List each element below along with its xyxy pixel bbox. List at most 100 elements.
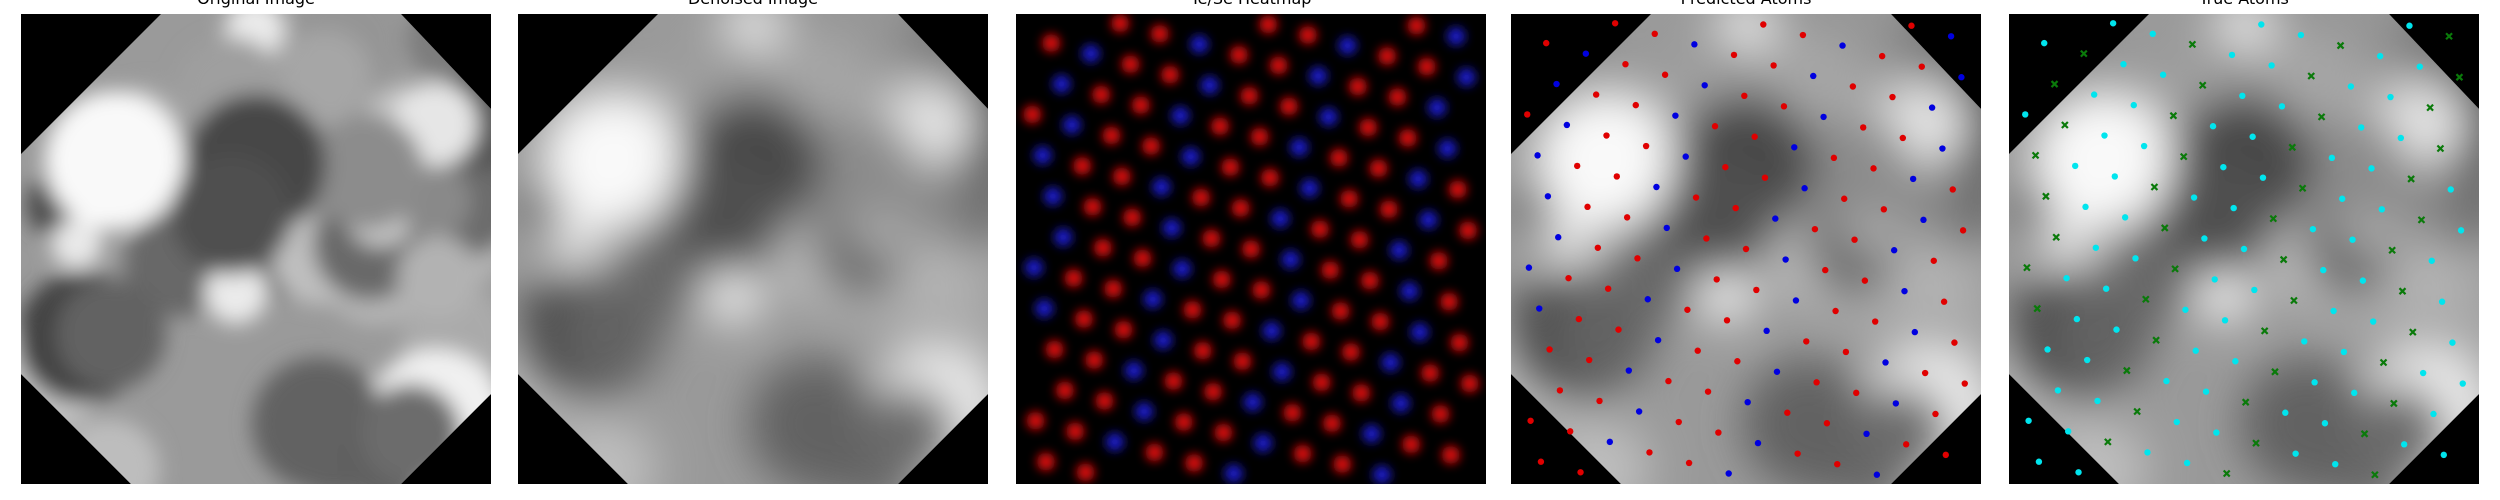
atom-dot — [2438, 298, 2446, 305]
atom-dot — [1822, 266, 1829, 274]
heat-spot — [1340, 189, 1359, 208]
atom-dot — [1870, 165, 1877, 172]
atom-dot — [1646, 449, 1653, 456]
heat-spot — [1093, 238, 1112, 257]
atom-dot — [1611, 20, 1619, 27]
atom-cross — [2052, 233, 2060, 242]
heat-spot — [1391, 394, 1410, 413]
atom-dot — [1604, 285, 1612, 292]
atom-dot — [1942, 451, 1949, 459]
atom-dot — [2065, 428, 2072, 435]
atom-dot — [1823, 420, 1831, 427]
heat-spot — [1329, 148, 1348, 167]
blob — [1798, 113, 1915, 230]
atom-dot — [2063, 274, 2070, 282]
heat-spot — [1223, 311, 1242, 330]
blob — [276, 30, 372, 126]
atom-dot — [2090, 91, 2098, 98]
atom-dot — [2449, 339, 2456, 346]
atom-dot — [1803, 338, 1810, 345]
atom-cross — [2150, 183, 2159, 191]
atom-cross — [2455, 73, 2464, 81]
heat-spot — [1352, 383, 1371, 402]
heat-spot — [1211, 117, 1230, 136]
atom-dot — [1730, 51, 1738, 59]
blob — [2385, 235, 2467, 318]
atom-dot — [1634, 255, 1641, 262]
panel-title: Te/Se Heatmap — [1190, 0, 1312, 8]
heat-spot — [1081, 44, 1100, 63]
atom-dot — [1682, 153, 1689, 160]
heat-spot — [1302, 332, 1321, 351]
atom-dot — [2109, 20, 2117, 27]
atom-dot — [1644, 296, 1651, 303]
atom-dot — [1654, 336, 1662, 344]
heat-spot — [1064, 269, 1083, 288]
atom-dot — [1780, 103, 1788, 110]
panel — [21, 14, 491, 484]
heat-spot — [1145, 443, 1164, 462]
atom-dot — [1525, 264, 1533, 271]
heat-spot — [1388, 88, 1407, 107]
atom-cross — [2307, 72, 2316, 80]
blob — [204, 261, 268, 324]
heat-spot — [1250, 127, 1269, 146]
atom-dot — [2328, 154, 2336, 162]
atom-cross — [2317, 113, 2326, 121]
heat-spot — [1429, 251, 1448, 270]
heat-spot — [1152, 177, 1171, 196]
atom-dot — [2278, 103, 2286, 110]
heat-spot — [1410, 323, 1429, 342]
atom-dot — [2120, 60, 2127, 68]
atom-dot — [1606, 438, 1614, 446]
heat-spot — [1024, 258, 1043, 277]
texture — [518, 14, 988, 484]
atom-dot — [1921, 369, 1929, 377]
atom-cross — [2388, 246, 2396, 255]
atom-cross — [2042, 192, 2050, 201]
atom-dot — [1732, 204, 1739, 212]
atom-dot — [2292, 450, 2299, 457]
atom-dot — [1573, 162, 1581, 170]
heat-spot — [1240, 86, 1259, 105]
atom-dot — [1899, 134, 1907, 142]
atom-dot — [1543, 39, 1550, 47]
heat-spot — [1441, 445, 1460, 464]
atom-dot — [2202, 388, 2210, 395]
heat-spot — [1181, 147, 1200, 166]
atom-dot — [2101, 132, 2108, 139]
atom-dot — [1901, 287, 1908, 295]
heat-spot — [1269, 56, 1288, 75]
atom-dot — [1722, 163, 1729, 171]
atom-dot — [1563, 121, 1571, 129]
atom-dot — [1932, 410, 1939, 418]
heat-spot — [1212, 270, 1231, 289]
atom-dot — [1635, 408, 1643, 415]
heat-spot — [1341, 342, 1360, 361]
heat-spot — [1231, 199, 1250, 218]
heat-spot — [1066, 422, 1085, 441]
blob — [1661, 154, 1781, 274]
blob — [542, 91, 681, 230]
atom-dot — [2416, 63, 2423, 70]
heat-spot — [1105, 432, 1124, 451]
panel-title: Original Image — [197, 0, 315, 8]
atom-dot — [1642, 142, 1650, 150]
atom-cross — [2198, 81, 2207, 90]
atom-cross — [2279, 255, 2288, 264]
atom-cross — [2269, 214, 2278, 223]
blob — [1535, 91, 1674, 230]
atom-dot — [1832, 307, 1839, 315]
atom-dot — [2330, 307, 2337, 315]
atom-dot — [1694, 347, 1701, 354]
atom-dot — [1653, 183, 1660, 191]
atom-dot — [1684, 306, 1691, 313]
heat-spot — [1162, 218, 1181, 237]
atom-cross — [2336, 41, 2345, 50]
heat-spot — [1279, 97, 1298, 116]
atom-dot — [2332, 460, 2339, 468]
panel — [1016, 14, 1486, 484]
atom-dot — [2144, 449, 2151, 456]
atom-dot — [2387, 93, 2394, 101]
atom-dot — [1861, 277, 1869, 284]
